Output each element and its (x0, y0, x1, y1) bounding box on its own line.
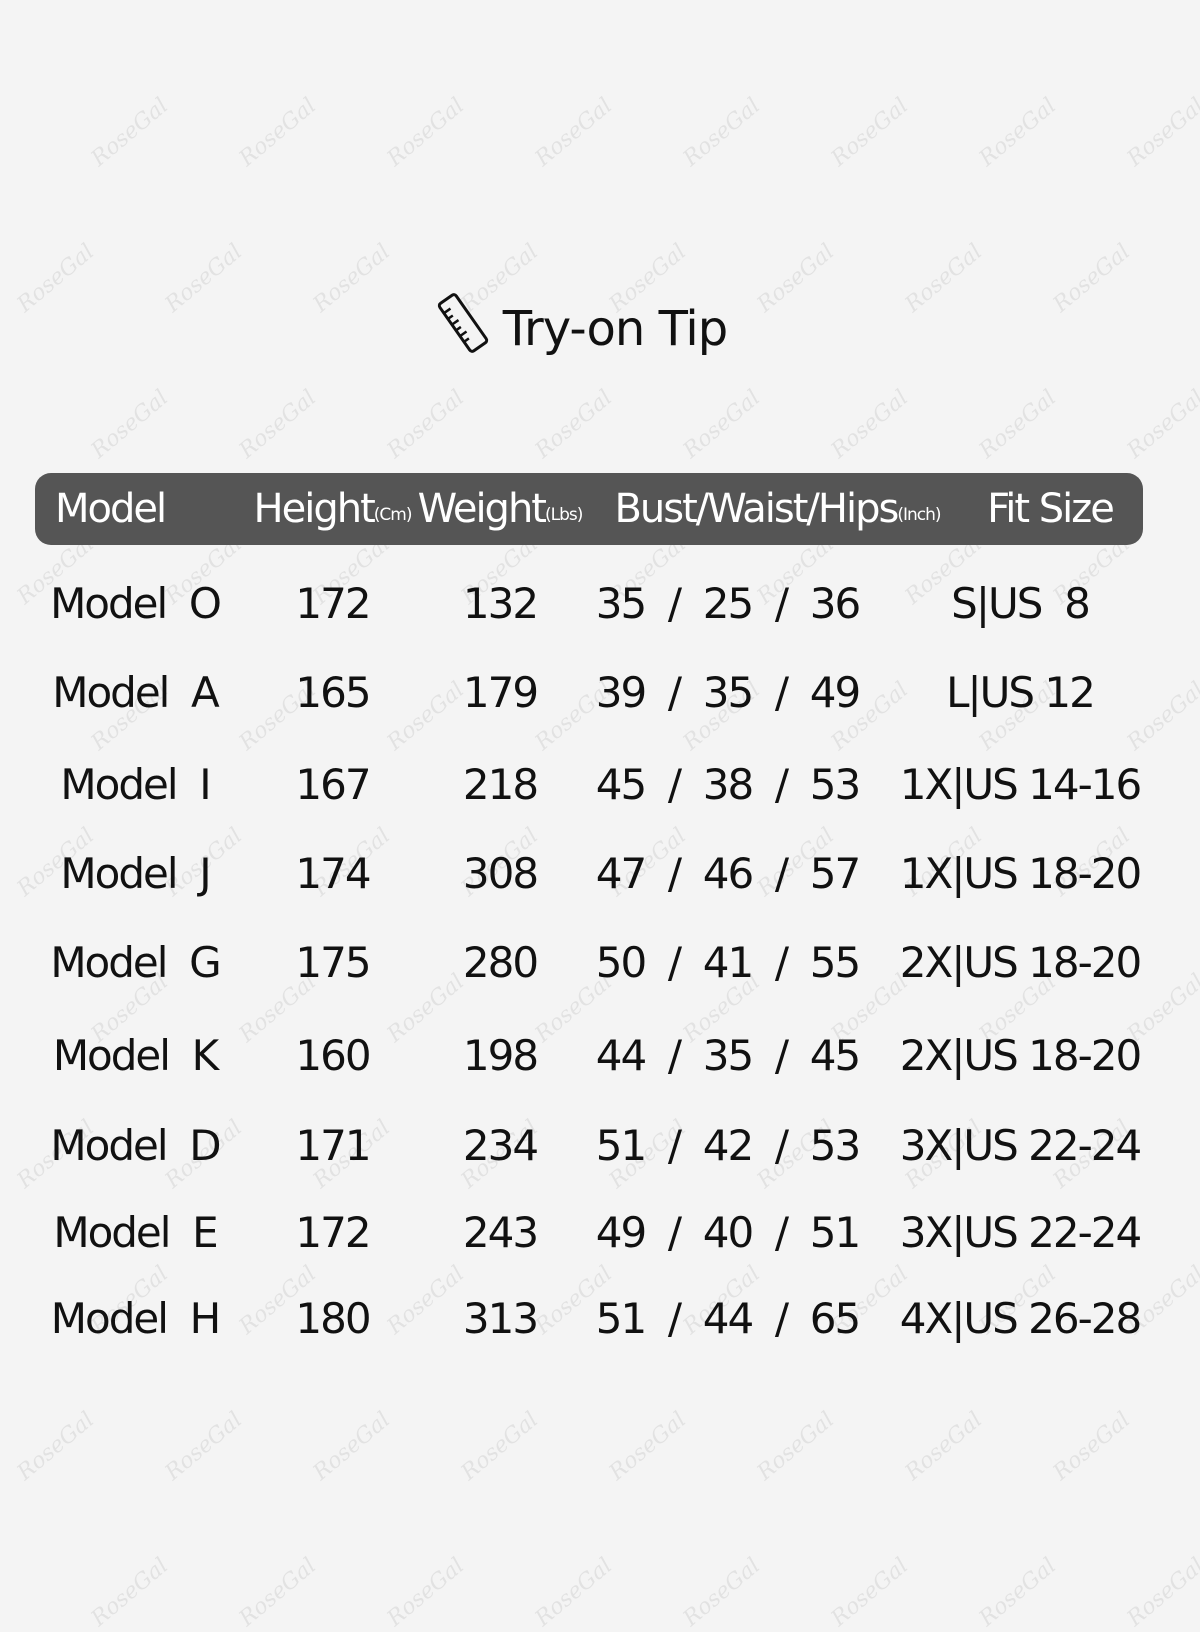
watermark-text: RoseGal (1048, 1407, 1136, 1486)
watermark-text: RoseGal (308, 1407, 396, 1486)
fit-size-cell: 1X|US 14-16 (899, 759, 1142, 809)
table-row: Model I 167 218 45 / 38 / 53 1X|US 14-16 (35, 744, 1143, 824)
model-cell: Model D (50, 1120, 221, 1170)
watermark-text: RoseGal (826, 1553, 914, 1632)
height-cell: 165 (295, 667, 371, 717)
watermark-text: RoseGal (826, 93, 914, 172)
weight-cell: 179 (462, 667, 539, 717)
model-cell: Model I (60, 759, 211, 809)
weight-cell: 313 (462, 1293, 539, 1343)
watermark-text: RoseGal (1122, 1553, 1200, 1632)
table-row: Model J 174 308 47 / 46 / 57 1X|US 18-20 (35, 833, 1143, 913)
watermark-text: RoseGal (382, 385, 470, 464)
height-cell: 160 (295, 1030, 371, 1080)
weight-cell: 198 (462, 1030, 539, 1080)
watermark-text: RoseGal (86, 1553, 174, 1632)
watermark-text: RoseGal (752, 1407, 840, 1486)
measurements-cell: 51 / 42 / 53 (595, 1120, 861, 1170)
height-cell: 167 (295, 759, 371, 809)
fit-size-cell: 2X|US 18-20 (899, 1030, 1142, 1080)
fit-size-cell: 1X|US 18-20 (899, 848, 1142, 898)
header-bwh: Bust/Waist/Hips (Inch) (614, 486, 941, 532)
height-cell: 175 (295, 937, 371, 987)
model-cell: Model A (52, 667, 220, 717)
weight-cell: 280 (462, 937, 539, 987)
watermark-text: RoseGal (86, 93, 174, 172)
header-weight: Weight (Lbs) (417, 486, 584, 532)
watermark-text: RoseGal (678, 93, 766, 172)
watermark-text: RoseGal (456, 1407, 544, 1486)
table-row: Model G 175 280 50 / 41 / 55 2X|US 18-20 (35, 922, 1143, 1002)
measurements-cell: 44 / 35 / 45 (595, 1030, 861, 1080)
model-cell: Model G (50, 937, 221, 987)
table-row: Model O 172 132 35 / 25 / 36 S|US 8 (35, 563, 1143, 643)
watermark-text: RoseGal (530, 1553, 618, 1632)
table-row: Model E 172 243 49 / 40 / 51 3X|US 22-24 (35, 1192, 1143, 1272)
weight-cell: 243 (462, 1207, 539, 1257)
fit-size-cell: 2X|US 18-20 (899, 937, 1142, 987)
model-cell: Model J (60, 848, 211, 898)
model-cell: Model E (53, 1207, 218, 1257)
fit-size-cell: 4X|US 26-28 (899, 1293, 1142, 1343)
weight-cell: 218 (462, 759, 539, 809)
watermark-text: RoseGal (86, 385, 174, 464)
measurements-cell: 35 / 25 / 36 (595, 578, 861, 628)
watermark-text: RoseGal (234, 1553, 322, 1632)
title: Try-on Tip (0, 290, 1160, 368)
watermark-text: RoseGal (900, 1407, 988, 1486)
watermark-text: RoseGal (12, 1407, 100, 1486)
model-cell: Model O (50, 578, 222, 628)
weight-cell: 132 (462, 578, 539, 628)
measurements-cell: 49 / 40 / 51 (595, 1207, 861, 1257)
watermark-text: RoseGal (382, 1553, 470, 1632)
height-cell: 172 (295, 578, 371, 628)
watermark-text: RoseGal (826, 385, 914, 464)
table-header: Model Height (Cm) Weight (Lbs) Bust/Waist/… (35, 473, 1143, 545)
measurements-cell: 51 / 44 / 65 (595, 1293, 861, 1343)
weight-cell: 234 (462, 1120, 539, 1170)
watermark-text: RoseGal (974, 385, 1062, 464)
fit-size-cell: L|US 12 (946, 667, 1096, 717)
table-row: Model A 165 179 39 / 35 / 49 L|US 12 (35, 652, 1143, 732)
header-fit-size: Fit Size (987, 486, 1115, 532)
watermark-text: RoseGal (1122, 385, 1200, 464)
height-cell: 180 (295, 1293, 371, 1343)
fit-size-cell: 3X|US 22-24 (899, 1207, 1142, 1257)
watermark-text: RoseGal (234, 385, 322, 464)
watermark-text: RoseGal (678, 385, 766, 464)
measurements-cell: 39 / 35 / 49 (595, 667, 861, 717)
table-row: Model K 160 198 44 / 35 / 45 2X|US 18-20 (35, 1015, 1143, 1095)
height-cell: 174 (295, 848, 371, 898)
model-cell: Model H (50, 1293, 221, 1343)
weight-cell: 308 (462, 848, 539, 898)
watermark-text: RoseGal (234, 93, 322, 172)
fit-size-cell: 3X|US 22-24 (899, 1120, 1142, 1170)
table-row: Model D 171 234 51 / 42 / 53 3X|US 22-24 (35, 1105, 1143, 1185)
measurements-cell: 50 / 41 / 55 (595, 937, 861, 987)
header-height: Height (Cm) (253, 486, 413, 532)
watermark-text: RoseGal (678, 1553, 766, 1632)
ruler-icon (433, 290, 493, 368)
watermark-text: RoseGal (604, 1407, 692, 1486)
measurements-cell: 45 / 38 / 53 (595, 759, 861, 809)
fit-size-cell: S|US 8 (951, 578, 1091, 628)
title-text: Try-on Tip (502, 301, 728, 357)
measurements-cell: 47 / 46 / 57 (595, 848, 861, 898)
watermark-text: RoseGal (530, 385, 618, 464)
watermark-text: RoseGal (382, 93, 470, 172)
watermark-text: RoseGal (1122, 93, 1200, 172)
model-cell: Model K (52, 1030, 219, 1080)
watermark-text: RoseGal (974, 93, 1062, 172)
table-row: Model H 180 313 51 / 44 / 65 4X|US 26-28 (35, 1278, 1143, 1358)
watermark-text: RoseGal (530, 93, 618, 172)
height-cell: 171 (295, 1120, 371, 1170)
watermark-text: RoseGal (160, 1407, 248, 1486)
height-cell: 172 (295, 1207, 371, 1257)
watermark-text: RoseGal (974, 1553, 1062, 1632)
header-model: Model (55, 486, 167, 532)
